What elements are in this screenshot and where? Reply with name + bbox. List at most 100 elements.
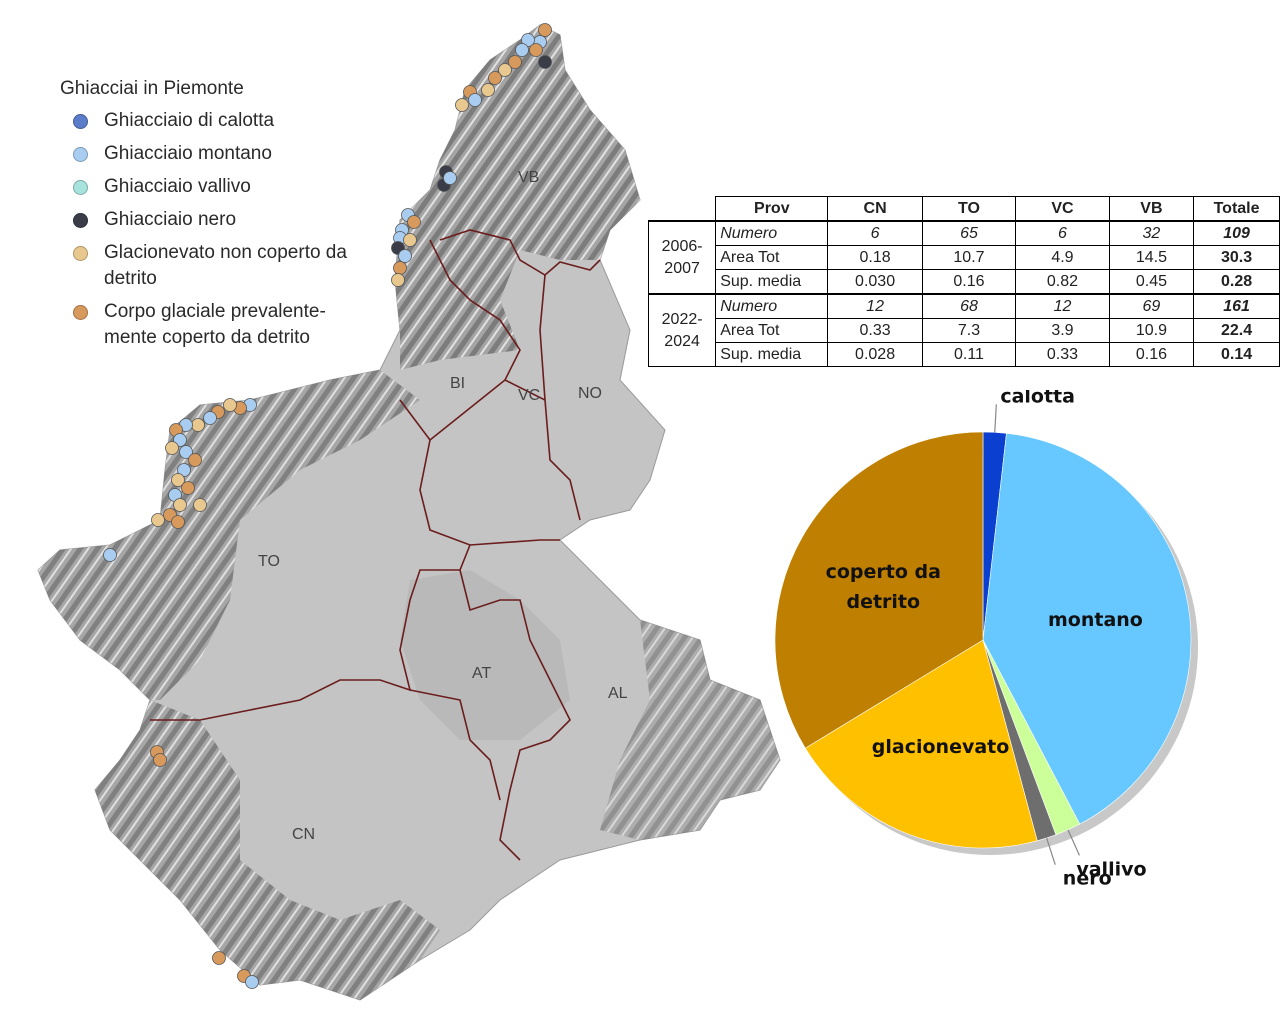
glacier-marker (193, 498, 207, 512)
table-cell: 0.18 (827, 245, 923, 270)
glacier-marker (488, 71, 502, 85)
period-year-start: 2022- (661, 310, 703, 328)
map-legend: Ghiacciai in Piemonte Ghiacciaio di calo… (60, 78, 364, 358)
table-cell: 6 (827, 220, 923, 246)
pie-label: nero (1063, 868, 1112, 890)
glacier-marker (508, 55, 522, 69)
table-cell: 10.9 (1108, 318, 1195, 343)
monferrato-hills (400, 570, 570, 740)
table-row: 2022- 2024 Numero 12 68 12 69 161 (647, 293, 1280, 367)
legend-label: Ghiacciaio nero (104, 209, 237, 230)
pie-label: vallivo (1076, 858, 1146, 880)
pie-label: calotta (1000, 390, 1075, 407)
province-label: VC (518, 387, 540, 404)
table-cell: 0.028 (827, 342, 923, 367)
period-year-end: 2024 (664, 332, 700, 350)
table-header: VC (1015, 196, 1110, 222)
table-cell: 0.33 (1015, 342, 1110, 367)
row-label: Area Tot (715, 245, 829, 270)
table-cell: 0.11 (921, 342, 1017, 367)
period-year-start: 2006- (661, 237, 703, 255)
table-cell: 12 (1015, 293, 1110, 319)
row-label: Numero (715, 293, 829, 319)
glacier-marker (521, 33, 535, 47)
glacier-marker (443, 171, 457, 185)
alpine-relief-west (38, 370, 420, 700)
glacier-marker (177, 463, 191, 477)
table-header: Totale (1193, 196, 1280, 222)
glacier-marker (245, 975, 259, 989)
legend-label: Corpo glaciale prevalente-mente coperto … (104, 301, 326, 348)
table-cell: 10.7 (921, 245, 1017, 270)
legend-item: Ghiacciaio nero (60, 207, 364, 233)
table-total: 0.14 (1193, 342, 1280, 367)
pie-label: coperto da detrito (826, 561, 941, 613)
glacier-marker (393, 261, 407, 275)
province-label: CN (292, 826, 315, 843)
pie-label: glacionevato (872, 736, 1010, 758)
table-row: Area Tot 0.33 7.3 3.9 10.9 22.4 (649, 318, 1280, 343)
table-cell: 6 (1015, 220, 1110, 246)
pie-slice-glacionevato (804, 639, 1038, 849)
province-label: NO (578, 385, 602, 402)
glacier-marker (391, 273, 405, 287)
glacier-marker (151, 513, 165, 527)
glacier-marker (481, 83, 495, 97)
legend-item: Corpo glaciale prevalente-mente coperto … (60, 299, 364, 351)
glacier-marker (171, 515, 185, 529)
glacier-marker (455, 98, 469, 112)
pie-leader-line (1046, 837, 1056, 865)
glacier-marker (171, 473, 185, 487)
table-cell: 7.3 (921, 318, 1017, 343)
legend-item: Ghiacciaio montano (60, 141, 364, 167)
table-cell: 0.030 (827, 269, 923, 295)
pie-slice-coperto-da-detrito (774, 431, 984, 749)
table-header: TO (921, 196, 1017, 222)
province-label: TO (258, 553, 280, 570)
legend-title: Ghiacciai in Piemonte (60, 78, 244, 99)
glacier-marker (103, 548, 117, 562)
table-total: 0.28 (1193, 269, 1280, 295)
legend-item: Ghiacciaio di calotta (60, 108, 364, 134)
table-header: Prov (715, 196, 829, 222)
table-cell: 69 (1108, 293, 1195, 319)
table-row: 2006- 2007 Numero 6 65 6 32 109 (647, 220, 1280, 295)
apennine-relief (600, 620, 780, 840)
period-year-end: 2007 (664, 259, 700, 277)
table-total: 161 (1193, 293, 1280, 319)
table-cell: 65 (921, 220, 1017, 246)
glacier-marker (153, 753, 167, 767)
period-cell: 2022- 2024 (647, 293, 717, 367)
glacier-marker (403, 233, 417, 247)
legend-swatch (73, 213, 88, 228)
glacier-marker (398, 249, 412, 263)
table-cell: 4.9 (1015, 245, 1110, 270)
table-cell: 0.16 (921, 269, 1017, 295)
province-label: VB (518, 169, 539, 186)
glacier-marker (181, 481, 195, 495)
glacier-marker (188, 453, 202, 467)
table-cell: 0.33 (827, 318, 923, 343)
glacier-marker (498, 63, 512, 77)
row-label: Area Tot (715, 318, 829, 343)
glacier-marker (529, 43, 543, 57)
pie-label: montano (1048, 609, 1143, 631)
table-cell: 32 (1108, 220, 1195, 246)
glacier-marker (468, 93, 482, 107)
province-label: AL (608, 685, 628, 702)
table-row: Area Tot 0.18 10.7 4.9 14.5 30.3 (649, 245, 1280, 270)
legend-swatch (73, 180, 88, 195)
glacier-marker (191, 418, 205, 432)
table-cell: 3.9 (1015, 318, 1110, 343)
table-cell: 0.82 (1015, 269, 1110, 295)
row-label: Sup. media (715, 269, 829, 295)
province-labels: VB BI VC NO TO AT AL CN (258, 169, 628, 843)
legend-swatch (73, 114, 88, 129)
glacier-marker (212, 951, 226, 965)
glacier-marker (515, 43, 529, 57)
province-label: AT (472, 665, 491, 682)
period-cell: 2006- 2007 (647, 220, 717, 295)
glacier-markers (103, 23, 552, 989)
table-total: 30.3 (1193, 245, 1280, 270)
